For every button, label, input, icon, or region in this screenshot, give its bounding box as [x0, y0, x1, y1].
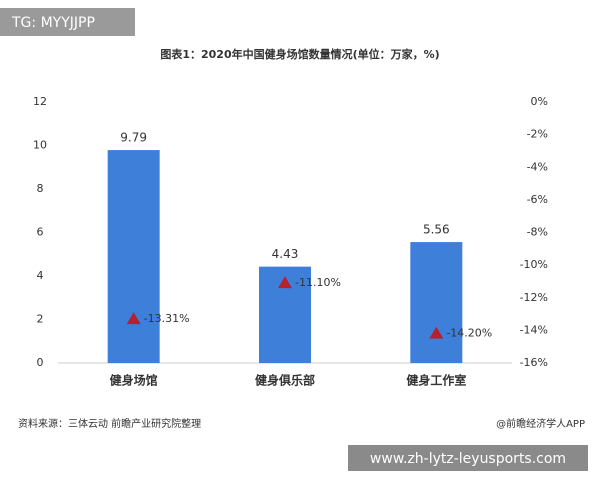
marker — [278, 276, 292, 289]
credit: @前瞻经济学人APP — [496, 417, 585, 430]
y2-tick-label: -8% — [527, 226, 548, 239]
y2-tick-label: -4% — [527, 160, 548, 173]
y2-tick-label: -6% — [527, 193, 548, 206]
value-label: -14.20% — [446, 327, 492, 340]
value-label: 9.79 — [120, 131, 147, 145]
y-tick-label: 2 — [37, 313, 44, 326]
y-tick-label: 0 — [37, 356, 44, 369]
y2-tick-label: -16% — [520, 356, 548, 369]
bar — [107, 150, 160, 363]
y2-tick-label: 0% — [531, 95, 548, 108]
x-tick-label: 健身俱乐部 — [255, 373, 315, 388]
tag: TG: MYYJJPP — [11, 15, 95, 31]
bar — [410, 242, 463, 363]
x-tick-label: 健身工作室 — [406, 373, 466, 388]
value-label: 5.56 — [423, 223, 450, 237]
y-tick-label: 6 — [37, 226, 44, 239]
marker — [429, 326, 444, 339]
y-tick-label: 4 — [37, 269, 44, 282]
banner-box — [348, 445, 588, 471]
x-tick-label: 健身场馆 — [110, 373, 158, 388]
chart-title: 图表1：2020年中国健身场馆数量情况(单位：万家，%) — [160, 47, 439, 61]
value-label: -13.31% — [144, 312, 190, 325]
y-tick-label: 10 — [33, 139, 47, 152]
y-tick-label: 8 — [37, 182, 44, 195]
y2-tick-label: -2% — [527, 128, 548, 141]
y2-tick-label: -10% — [520, 258, 548, 271]
tag-box — [0, 8, 135, 36]
y2-tick-label: -12% — [520, 291, 548, 304]
y-tick-label: 12 — [33, 95, 47, 108]
value-label: 4.43 — [272, 247, 299, 261]
y2-tick-label: -14% — [520, 323, 548, 336]
banner: www.zh-lytz-leyusports.com — [370, 451, 566, 467]
value-label: -11.10% — [295, 276, 341, 289]
source: 资料来源：三体云动 前瞻产业研究院整理 — [18, 417, 201, 430]
marker — [126, 312, 141, 325]
